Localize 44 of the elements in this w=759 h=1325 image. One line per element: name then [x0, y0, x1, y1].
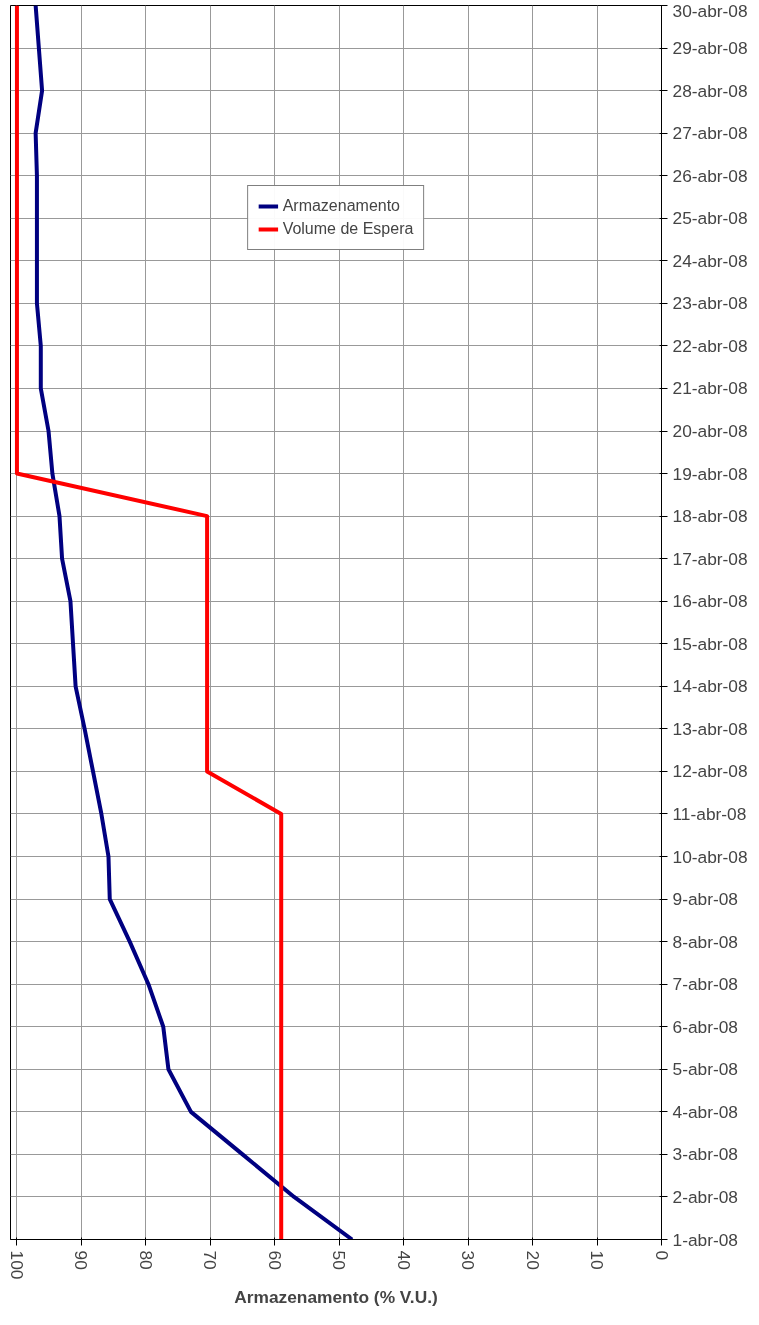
y-tick-label: 17-abr-08 — [672, 548, 748, 569]
y-tick-label: 27-abr-08 — [672, 123, 748, 144]
y-tick-label: 13-abr-08 — [672, 718, 748, 739]
y-tick-label: 22-abr-08 — [672, 335, 748, 356]
y-tick-label: 18-abr-08 — [672, 506, 748, 527]
y-tick-label: 10-abr-08 — [672, 846, 748, 867]
y-tick-label: 15-abr-08 — [672, 633, 748, 654]
y-tick-label: 21-abr-08 — [672, 378, 748, 399]
legend-label: Volume de Espera — [282, 220, 414, 238]
y-tick-label: 2-abr-08 — [672, 1186, 738, 1207]
legend-label: Armazenamento — [282, 197, 401, 215]
x-tick-label: 40 — [393, 1250, 414, 1270]
y-tick-label: 19-abr-08 — [672, 463, 748, 484]
y-tick-label: 29-abr-08 — [672, 38, 748, 59]
y-tick-label: 9-abr-08 — [672, 889, 738, 910]
x-tick-label: 70 — [200, 1250, 221, 1270]
y-tick-label: 30-abr-08 — [672, 0, 748, 21]
y-tick-label: 23-abr-08 — [672, 293, 748, 314]
x-tick-label: 20 — [522, 1250, 543, 1270]
y-tick-label: 3-abr-08 — [672, 1144, 738, 1165]
x-tick-label: 90 — [71, 1250, 92, 1270]
y-tick-label: 24-abr-08 — [672, 250, 748, 271]
y-tick-label: 6-abr-08 — [672, 1016, 738, 1037]
y-tick-label: 26-abr-08 — [672, 165, 748, 186]
y-tick-label: 5-abr-08 — [672, 1059, 738, 1080]
x-tick-label: 30 — [458, 1250, 479, 1270]
y-tick-label: 16-abr-08 — [672, 591, 748, 612]
y-tick-label: 25-abr-08 — [672, 208, 748, 229]
x-tick-label: 80 — [135, 1250, 156, 1270]
y-tick-label: 12-abr-08 — [672, 761, 748, 782]
x-tick-label: 50 — [329, 1250, 350, 1270]
y-tick-label: 8-abr-08 — [672, 931, 738, 952]
x-axis-title: Armazenamento (% V.U.) — [234, 1287, 438, 1308]
x-tick-label: 0 — [651, 1250, 672, 1261]
y-tick-label: 28-abr-08 — [672, 80, 748, 101]
y-tick-label: 4-abr-08 — [672, 1101, 738, 1122]
x-tick-label: 60 — [264, 1250, 285, 1270]
y-tick-label: 7-abr-08 — [672, 974, 738, 995]
x-tick-label: 100 — [6, 1250, 27, 1280]
y-tick-label: 1-abr-08 — [672, 1229, 738, 1250]
y-tick-label: 11-abr-08 — [672, 803, 747, 824]
y-tick-label: 20-abr-08 — [672, 421, 748, 442]
y-tick-label: 14-abr-08 — [672, 676, 748, 697]
x-tick-label: 10 — [587, 1250, 608, 1270]
